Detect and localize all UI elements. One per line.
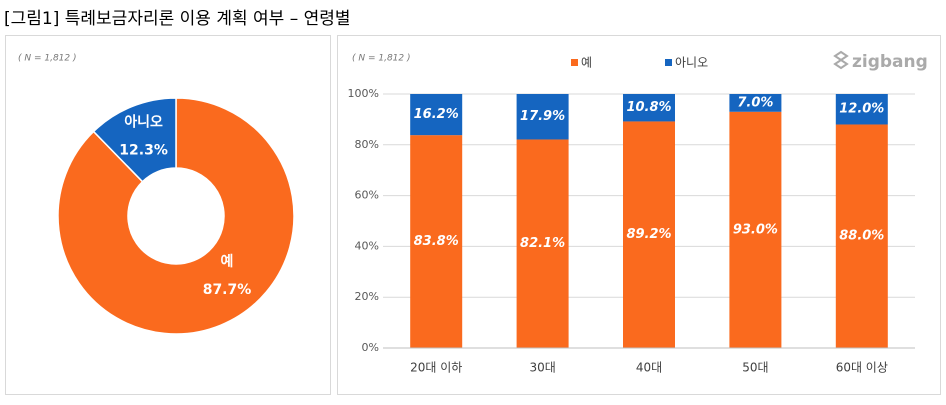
y-tick-label: 80% [355, 138, 379, 151]
y-tick-label: 20% [355, 290, 379, 303]
sample-note: ( N = 1,812 ) [18, 54, 77, 64]
legend-label: 예 [581, 56, 592, 70]
x-tick-label: 30대 [529, 361, 555, 375]
bar-segment [410, 94, 463, 136]
legend-swatch [571, 59, 578, 66]
bar-segment [729, 111, 782, 348]
logo-icon [833, 50, 849, 70]
slice-category: 예 [221, 254, 234, 270]
logo: zigbang [833, 50, 928, 72]
bar-segment [516, 139, 569, 348]
bar-value-label: 16.2% [414, 107, 459, 122]
slice [92, 97, 177, 183]
bar-segment [516, 94, 569, 140]
bar-segment [410, 135, 463, 348]
y-tick-label: 60% [355, 189, 379, 202]
y-tick-label: 0% [362, 341, 379, 354]
y-tick-label: 40% [355, 239, 379, 252]
bar-value-label: 83.8% [414, 234, 459, 249]
bar-value-label: 93.0% [733, 222, 778, 237]
sample-note: ( N = 1,812 ) [352, 54, 411, 64]
bar-segment [623, 94, 675, 122]
bar-value-label: 7.0% [737, 95, 773, 110]
bar-segment [623, 121, 675, 348]
bar-value-label: 17.9% [520, 109, 565, 124]
figure-title: [그림1] 특례보금자리론 이용 계획 여부 – 연령별 [4, 9, 351, 29]
bar-value-label: 82.1% [520, 236, 565, 251]
legend-swatch [665, 59, 672, 66]
x-tick-label: 40대 [636, 361, 662, 375]
bar-value-label: 10.8% [626, 100, 671, 115]
slice-value: 12.3% [119, 142, 168, 158]
logo-text: zigbang [852, 52, 928, 72]
bar-segment [835, 94, 888, 125]
slice-category: 아니오 [124, 113, 163, 130]
bar-value-label: 89.2% [626, 227, 671, 242]
legend-label: 아니오 [675, 56, 708, 70]
bar-segment [835, 124, 888, 348]
x-tick-label: 60대 이상 [836, 361, 888, 375]
y-tick-label: 100% [348, 87, 379, 100]
slice [57, 97, 295, 335]
bar-value-label: 88.0% [839, 229, 884, 244]
bar-value-label: 12.0% [839, 102, 884, 117]
bar-segment [729, 94, 782, 112]
x-tick-label: 50대 [742, 361, 768, 375]
slice-value: 87.7% [203, 282, 252, 298]
x-tick-label: 20대 이하 [410, 361, 462, 375]
